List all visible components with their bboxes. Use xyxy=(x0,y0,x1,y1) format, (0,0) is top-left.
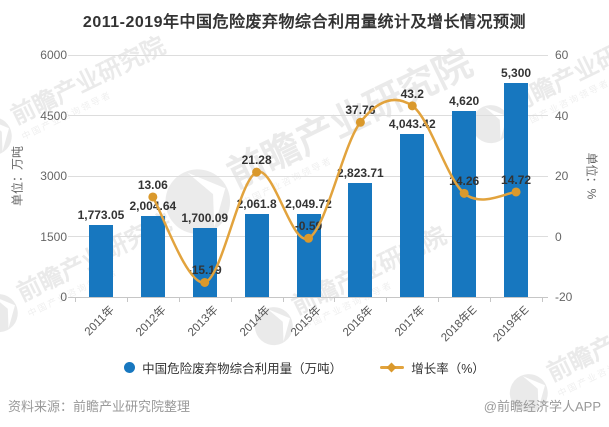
bar xyxy=(88,225,113,297)
bar-value-label: 5,300 xyxy=(501,66,532,81)
line-value-label: -0.59 xyxy=(294,219,323,234)
left-axis-tick-label: 4500 xyxy=(40,108,67,123)
left-axis-tick-label: 1500 xyxy=(40,229,67,244)
x-axis-label-text: 2013年 xyxy=(185,304,221,339)
line-series-marker-icon xyxy=(380,362,405,373)
line-value-label: 43.2 xyxy=(400,86,424,101)
legend: 中国危险废弃物综合利用量（万吨） 增长率（%） xyxy=(0,358,609,377)
x-axis-tick xyxy=(75,297,76,302)
app-credit: @前瞻经济学人APP xyxy=(483,399,601,414)
left-axis-title: 单位：万吨 xyxy=(10,145,25,207)
legend-item-bar: 中国危险废弃物综合利用量（万吨） xyxy=(124,358,342,377)
line-value-label: 13.06 xyxy=(137,177,168,192)
legend-item-line: 增长率（%） xyxy=(380,358,485,377)
line-data-point-icon xyxy=(355,117,365,127)
bar xyxy=(140,216,165,297)
x-axis-label-text: 2019年E xyxy=(491,304,532,345)
line-data-point-icon xyxy=(407,101,417,111)
x-axis-tick xyxy=(282,297,284,302)
diamond-marker-icon xyxy=(386,362,397,373)
x-axis-label-text: 2015年 xyxy=(289,304,325,339)
right-axis-tick-label: 20 xyxy=(555,169,569,183)
x-axis-label-text: 2011年 xyxy=(82,304,117,339)
left-axis-tick-label: 3000 xyxy=(40,169,67,183)
footer: 资料来源：前瞻产业研究院整理 @前瞻经济学人APP xyxy=(8,396,601,415)
x-axis-label-text: 2017年 xyxy=(393,304,428,339)
line-value-label: 37.76 xyxy=(345,103,376,118)
gridline xyxy=(68,296,548,298)
x-axis-tick xyxy=(542,297,543,302)
bar xyxy=(244,213,269,297)
x-axis-tick xyxy=(230,297,232,302)
bar-value-label: 1,700.09 xyxy=(181,211,229,226)
line-value-label: 21.28 xyxy=(241,153,272,168)
x-axis-tick xyxy=(178,297,180,302)
legend-line-label: 增长率（%） xyxy=(411,362,485,376)
legend-bar-label: 中国危险废弃物综合利用量（万吨） xyxy=(142,362,343,376)
right-axis-title: 单位：% xyxy=(584,152,599,200)
right-axis-tick-label: 0 xyxy=(555,229,562,244)
right-axis-tick-label: 60 xyxy=(555,48,569,62)
bar-series-marker-icon xyxy=(124,362,136,373)
x-axis-tick xyxy=(386,297,388,302)
bar xyxy=(348,183,373,297)
x-axis-tick xyxy=(126,297,128,302)
bar xyxy=(504,83,529,297)
left-axis-tick-label: 0 xyxy=(60,290,67,304)
bar xyxy=(452,110,477,297)
bar-value-label: 2,049.72 xyxy=(285,197,332,212)
left-axis-tick-label: 6000 xyxy=(40,48,67,62)
bar-value-label: 2,823.71 xyxy=(337,166,384,181)
right-axis-tick-label: -20 xyxy=(555,290,573,304)
x-axis-tick xyxy=(490,297,492,302)
chart-title: 2011-2019年中国危险废弃物综合利用量统计及增长情况预测 xyxy=(82,14,527,31)
source-note: 资料来源：前瞻产业研究院整理 xyxy=(8,399,191,414)
line-value-label: -15.19 xyxy=(187,263,222,278)
bar-value-label: 1,773.05 xyxy=(77,208,125,223)
gridline xyxy=(68,54,548,56)
bar xyxy=(400,133,425,297)
x-axis-label-text: 2018年E xyxy=(439,304,480,345)
x-axis-label-text: 2012年 xyxy=(133,304,169,339)
x-axis-label-text: 2014年 xyxy=(237,304,273,339)
right-axis-tick-label: 40 xyxy=(555,108,569,123)
x-axis-tick xyxy=(334,297,336,302)
line-value-label: 14.72 xyxy=(501,172,532,187)
x-axis-label-text: 2016年 xyxy=(341,304,376,339)
bar-value-label: 4,043.42 xyxy=(388,116,436,131)
x-axis-tick xyxy=(438,297,440,302)
